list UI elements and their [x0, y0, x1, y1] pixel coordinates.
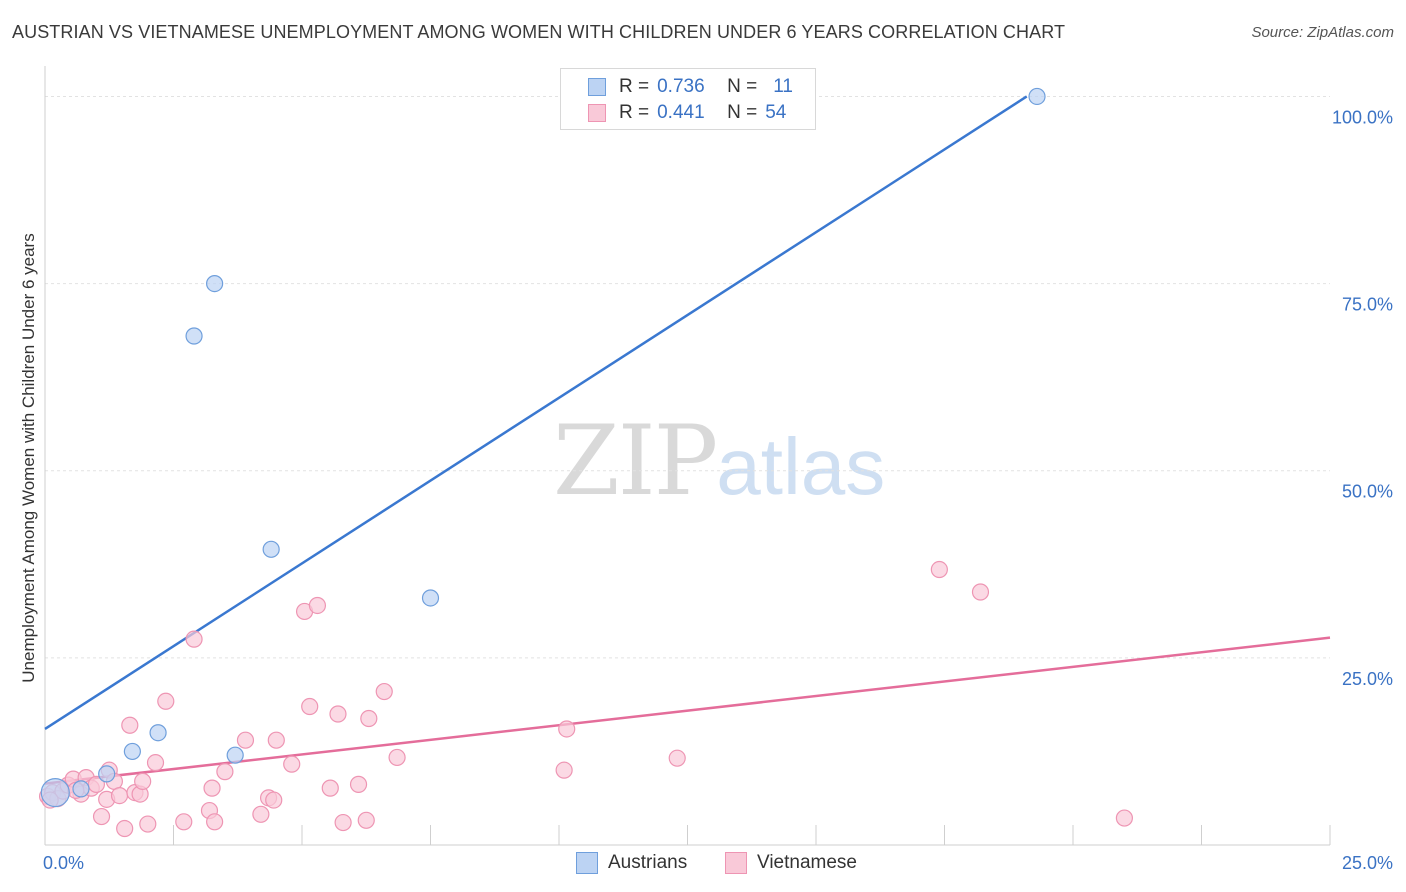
axes — [44, 66, 1331, 846]
austrians-point — [421, 589, 440, 607]
series-legend: Austrians Vietnamese — [0, 852, 1406, 878]
vietnamese-point — [157, 692, 175, 710]
vietnamese-point — [971, 583, 990, 601]
vietnamese-point — [360, 709, 378, 728]
y-tick-label: 50.0% — [1342, 482, 1393, 502]
vietnamese-point — [252, 805, 270, 823]
legend-row-vietnamese: R = 0.441 N = 54 — [561, 100, 786, 126]
vietnamese-point — [283, 755, 301, 773]
y-tick-label: 100.0% — [1332, 107, 1393, 127]
y-axis-label: Unemployment Among Women with Children U… — [19, 233, 38, 683]
austrians-point — [72, 780, 90, 798]
legend-row-austrians: R = 0.736 N = 11 — [561, 74, 793, 100]
vietnamese-point — [930, 560, 948, 579]
grid — [45, 95, 1330, 659]
austrians-point — [1028, 87, 1046, 106]
vietnamese-point — [203, 779, 221, 797]
legend-label-austrians: Austrians — [608, 852, 688, 873]
vietnamese-point — [116, 819, 134, 838]
tick-labels: 25.0% 50.0% 75.0% 100.0% 0.0% 25.0% — [43, 107, 1393, 873]
vietnamese-point — [185, 630, 203, 648]
vietnamese-point — [668, 749, 686, 767]
austrians-point — [123, 742, 141, 761]
vietnamese-swatch-icon — [588, 104, 606, 122]
vietnamese-point — [265, 791, 283, 809]
vietnamese-point — [175, 813, 193, 831]
vietnamese-point — [134, 772, 152, 790]
source-label: Source: ZipAtlas.com — [1251, 24, 1394, 41]
vietnamese-point — [92, 807, 111, 826]
vietnamese-point — [555, 761, 573, 779]
vietnamese-point — [206, 813, 224, 831]
austrians-swatch-icon — [576, 852, 598, 874]
austrians-point — [149, 724, 167, 742]
n-value: 11 — [773, 76, 793, 97]
vietnamese-point — [87, 775, 106, 793]
n-label: N = — [727, 76, 758, 97]
vietnamese-point — [558, 720, 576, 738]
legend-label-vietnamese: Vietnamese — [757, 852, 857, 873]
r-label: R = — [619, 102, 650, 123]
vietnamese-point — [1115, 809, 1134, 827]
vietnamese-point — [139, 815, 157, 833]
austrians-point — [226, 746, 244, 764]
vietnamese-point — [388, 748, 406, 767]
r-value: 0.736 — [657, 76, 705, 97]
vietnamese-point — [308, 596, 327, 615]
correlation-legend: R = 0.736 N = 11 R = 0.441 N = 54 — [560, 68, 816, 130]
x-tick-label: 25.0% — [1342, 853, 1393, 873]
legend-item-austrians[interactable]: Austrians — [576, 852, 687, 874]
r-value: 0.441 — [657, 102, 705, 123]
austrians-point — [185, 327, 203, 345]
trend-lines — [44, 95, 1331, 785]
vietnamese-point — [321, 779, 339, 797]
vietnamese-point — [357, 811, 375, 829]
austrians-point — [206, 274, 224, 293]
vietnamese-swatch-icon — [725, 852, 747, 874]
austrians-trend-line — [44, 95, 1028, 731]
austrians-swatch-icon — [588, 78, 606, 96]
vietnamese-point — [146, 754, 165, 772]
legend-item-vietnamese[interactable]: Vietnamese — [725, 852, 857, 874]
vietnamese-point — [334, 813, 352, 832]
n-label: N = — [727, 102, 758, 123]
n-value: 54 — [765, 102, 787, 123]
austrians-point — [40, 778, 70, 808]
vietnamese-point — [110, 786, 129, 805]
vietnamese-point — [349, 775, 368, 793]
watermark: ZIPatlas — [553, 405, 885, 517]
vietnamese-point — [121, 716, 139, 734]
data-points — [38, 87, 1134, 838]
chart-title: AUSTRIAN VS VIETNAMESE UNEMPLOYMENT AMON… — [12, 22, 1066, 42]
austrians-point — [98, 765, 116, 783]
vietnamese-point — [236, 731, 255, 749]
vietnamese-point — [375, 682, 393, 701]
vietnamese-point — [329, 705, 347, 723]
vietnamese-point — [216, 763, 234, 781]
vietnamese-point — [267, 731, 285, 749]
vietnamese-trend-line — [44, 636, 1331, 785]
austrians-point — [262, 540, 280, 558]
x-tick-label: 0.0% — [43, 853, 84, 873]
vietnamese-point — [301, 697, 319, 716]
watermark-atlas: atlas — [716, 422, 886, 511]
watermark-zip: ZIP — [553, 405, 718, 517]
r-label: R = — [619, 76, 650, 97]
y-tick-label: 25.0% — [1342, 669, 1393, 689]
y-tick-label: 75.0% — [1342, 295, 1393, 315]
